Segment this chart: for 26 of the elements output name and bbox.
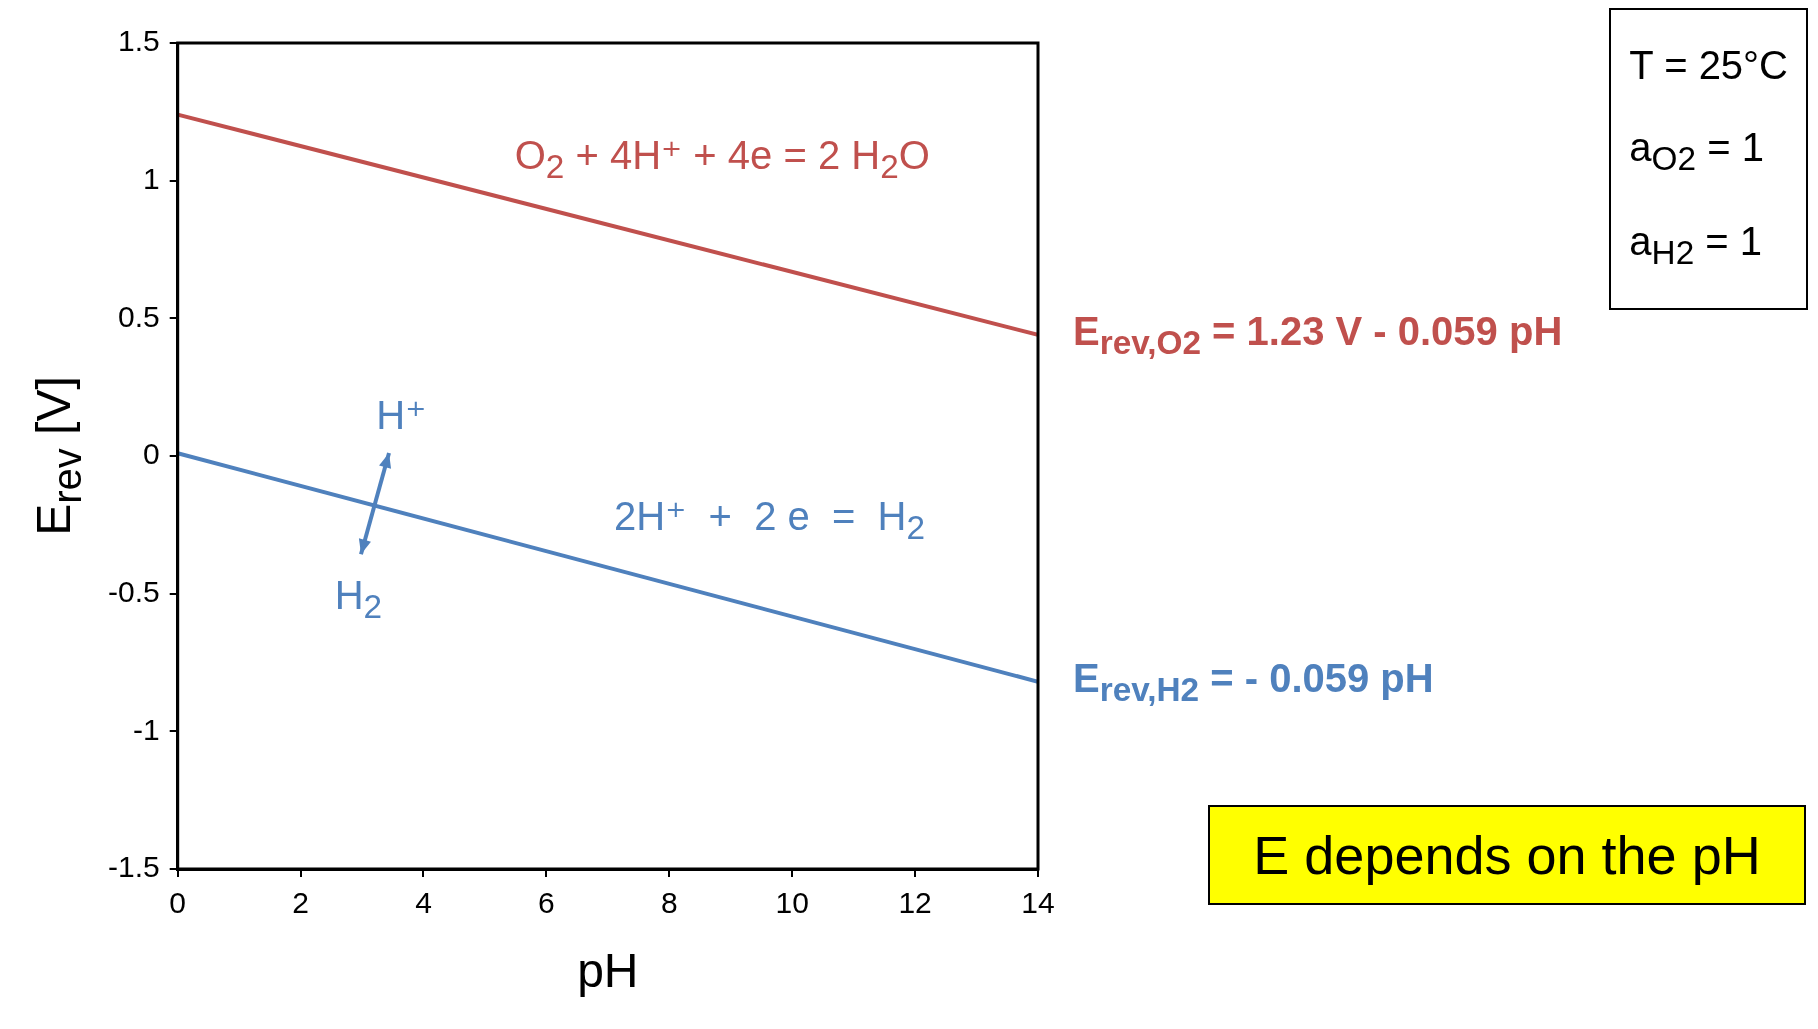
x-tick-label: 4: [415, 886, 432, 920]
y-tick-label: 1: [143, 161, 160, 195]
x-tick-label: 12: [898, 886, 932, 920]
y-tick-label: -1: [133, 712, 160, 746]
annotation: E$_{rev,H2}$ = - 0.059 pH: [1073, 655, 1434, 709]
text: a$_{O2}$ = 1: [1629, 124, 1765, 179]
y-tick-label: 0.5: [117, 299, 160, 333]
annotation: E$_{rev,O2}$ = 1.23 V - 0.059 pH: [1073, 308, 1563, 362]
y-tick-label: -0.5: [107, 574, 160, 608]
text: E depends on the pH: [1208, 805, 1806, 905]
annotation: H⁺: [376, 391, 427, 438]
x-tick-label: 14: [1021, 886, 1055, 920]
y-tick-label: -1.5: [107, 850, 160, 884]
x-tick-label: 2: [292, 886, 309, 920]
text: a$_{H2}$ = 1: [1629, 218, 1764, 273]
annotation: H$_{2}$: [334, 572, 383, 626]
y-tick-label: 0: [143, 437, 160, 471]
text: T = 25°C: [1629, 42, 1788, 89]
x-tick-label: 0: [169, 886, 187, 920]
x-tick-label: 10: [775, 886, 809, 920]
x-axis-title: pH: [577, 943, 639, 998]
y-tick-label: 1.5: [117, 24, 160, 58]
annotation: 2H⁺ + 2 e = H$_{2}$: [614, 492, 926, 547]
annotation: O$_{2}$ + 4H⁺ + 4e = 2 H$_{2}$O: [514, 131, 930, 186]
x-tick-label: 8: [660, 886, 678, 920]
x-tick-label: 6: [538, 886, 555, 920]
